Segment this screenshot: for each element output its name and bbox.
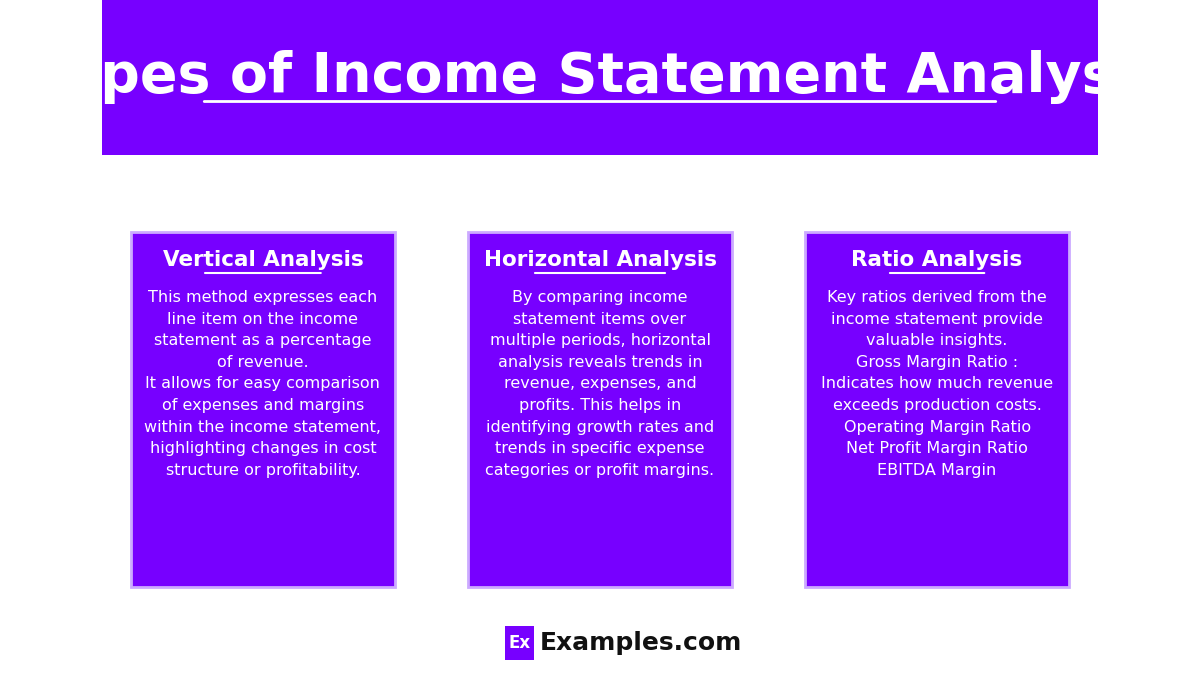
Text: Types of Income Statement Analysis: Types of Income Statement Analysis xyxy=(34,51,1166,105)
Text: Ratio Analysis: Ratio Analysis xyxy=(852,250,1022,270)
FancyBboxPatch shape xyxy=(102,0,1098,155)
FancyBboxPatch shape xyxy=(468,232,732,587)
FancyBboxPatch shape xyxy=(505,626,534,660)
Text: By comparing income
statement items over
multiple periods, horizontal
analysis r: By comparing income statement items over… xyxy=(486,290,714,478)
FancyBboxPatch shape xyxy=(102,155,1098,620)
FancyBboxPatch shape xyxy=(805,232,1069,587)
Text: Ex: Ex xyxy=(509,634,530,652)
Text: Horizontal Analysis: Horizontal Analysis xyxy=(484,250,716,270)
Text: Vertical Analysis: Vertical Analysis xyxy=(162,250,364,270)
FancyBboxPatch shape xyxy=(131,232,395,587)
Text: Examples.com: Examples.com xyxy=(540,631,743,655)
Text: This method expresses each
line item on the income
statement as a percentage
of : This method expresses each line item on … xyxy=(144,290,382,478)
Text: Key ratios derived from the
income statement provide
valuable insights.
Gross Ma: Key ratios derived from the income state… xyxy=(821,290,1054,478)
